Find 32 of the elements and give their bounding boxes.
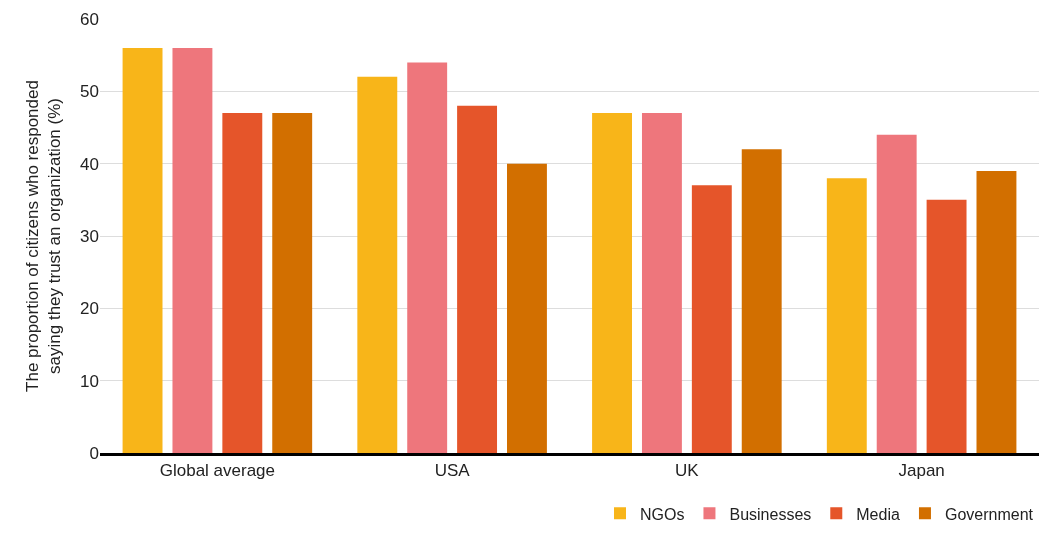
bar: [876, 134, 917, 453]
y-axis-title: The proportion of citizens who responded saying they trust an organization (%): [22, 80, 64, 392]
legend-label: Media: [856, 505, 900, 523]
x-tick-label: Japan: [898, 461, 945, 481]
bar: [407, 62, 448, 453]
bar: [826, 178, 867, 453]
bar: [457, 105, 498, 453]
legend-label: NGOs: [640, 505, 685, 523]
y-tick-label: 10: [80, 371, 99, 391]
bar: [507, 163, 547, 453]
x-tick-label: Global average: [159, 461, 276, 481]
legend-label: Government: [944, 505, 1034, 523]
bar: [976, 170, 1017, 453]
bar: [641, 113, 682, 453]
legend-label: Businesses: [729, 505, 812, 523]
y-tick-label: 60: [80, 9, 99, 29]
bar: [272, 113, 313, 453]
x-tick-label: UK: [675, 461, 700, 481]
y-tick-label: 50: [80, 82, 99, 102]
y-tick-label: 0: [89, 443, 99, 463]
bar: [357, 76, 398, 453]
bar: [172, 47, 213, 453]
y-tick-label: 40: [80, 154, 99, 174]
bar: [122, 47, 163, 453]
bar: [592, 113, 632, 453]
y-tick-label: 30: [80, 226, 99, 246]
y-tick-label: 20: [80, 299, 99, 319]
bar: [691, 185, 732, 453]
bar: [926, 199, 967, 453]
bar: [222, 113, 263, 453]
bar: [741, 149, 782, 453]
x-tick-label: USA: [434, 461, 471, 481]
